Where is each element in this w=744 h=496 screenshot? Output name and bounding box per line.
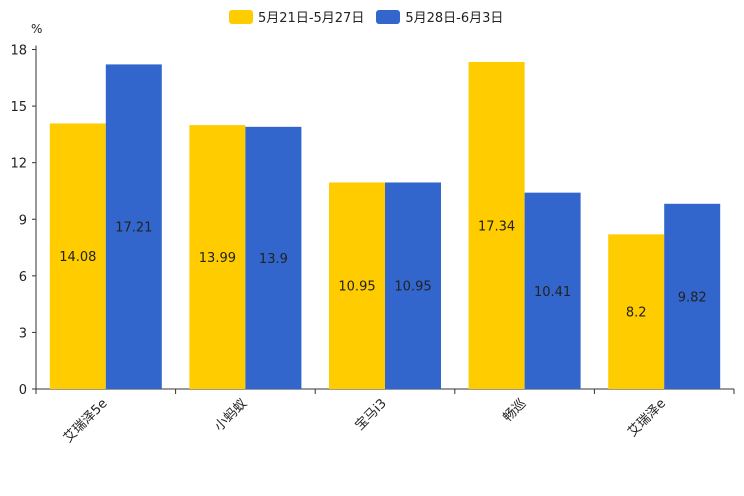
bar-1 [608, 234, 665, 389]
x-tick-label: 畅巡 [500, 396, 529, 425]
legend-item-series-1[interactable]: 5月21日-5月27日 [229, 7, 364, 26]
bar-1 [468, 61, 525, 389]
legend-label-series-2: 5月28日-6月3日 [405, 11, 504, 26]
x-tick-label: 艾瑞泽e [625, 396, 669, 440]
bar-1 [189, 125, 246, 389]
y-tick-label: 15 [10, 100, 27, 115]
bar-value-label: 10.95 [394, 280, 431, 295]
legend-swatch-series-2 [376, 9, 401, 24]
x-tick-label: 宝马i3 [352, 396, 389, 433]
legend-swatch-series-1 [229, 9, 253, 24]
x-tick-label: 艾瑞泽5e [61, 396, 111, 446]
legend-label-series-1: 5月21日-5月27日 [258, 11, 365, 26]
bar-value-label: 17.21 [115, 221, 152, 236]
bar-value-label: 9.82 [678, 290, 707, 305]
bar-value-label: 13.99 [199, 251, 236, 266]
legend-item-series-2[interactable]: 5月28日-6月3日 [376, 7, 503, 26]
y-tick-label: 3 [19, 326, 27, 341]
bar-2 [524, 192, 581, 389]
bar-2 [664, 203, 721, 389]
y-tick-label: 6 [19, 270, 27, 285]
bar-value-label: 13.9 [259, 252, 288, 267]
y-axis-unit-label: % [31, 22, 43, 36]
bar-2 [385, 182, 441, 389]
bar-value-label: 17.34 [478, 219, 515, 234]
y-tick-label: 0 [19, 383, 27, 398]
bar-value-label: 8.2 [626, 306, 647, 321]
bar-value-label: 14.08 [59, 250, 96, 265]
bar-value-label: 10.41 [534, 285, 571, 300]
y-tick-label: 9 [19, 213, 27, 228]
bar-2 [245, 126, 302, 389]
chart-legend: 5月21日-5月27日 5月28日-6月3日 [229, 7, 515, 26]
bar-2 [105, 64, 162, 390]
x-tick-label: 小蚂蚁 [212, 396, 250, 434]
bar-1 [49, 123, 106, 390]
bar-value-label: 10.95 [338, 280, 375, 295]
y-tick-label: 12 [10, 157, 27, 172]
bar-1 [329, 182, 385, 389]
y-tick-label: 18 [10, 44, 27, 59]
